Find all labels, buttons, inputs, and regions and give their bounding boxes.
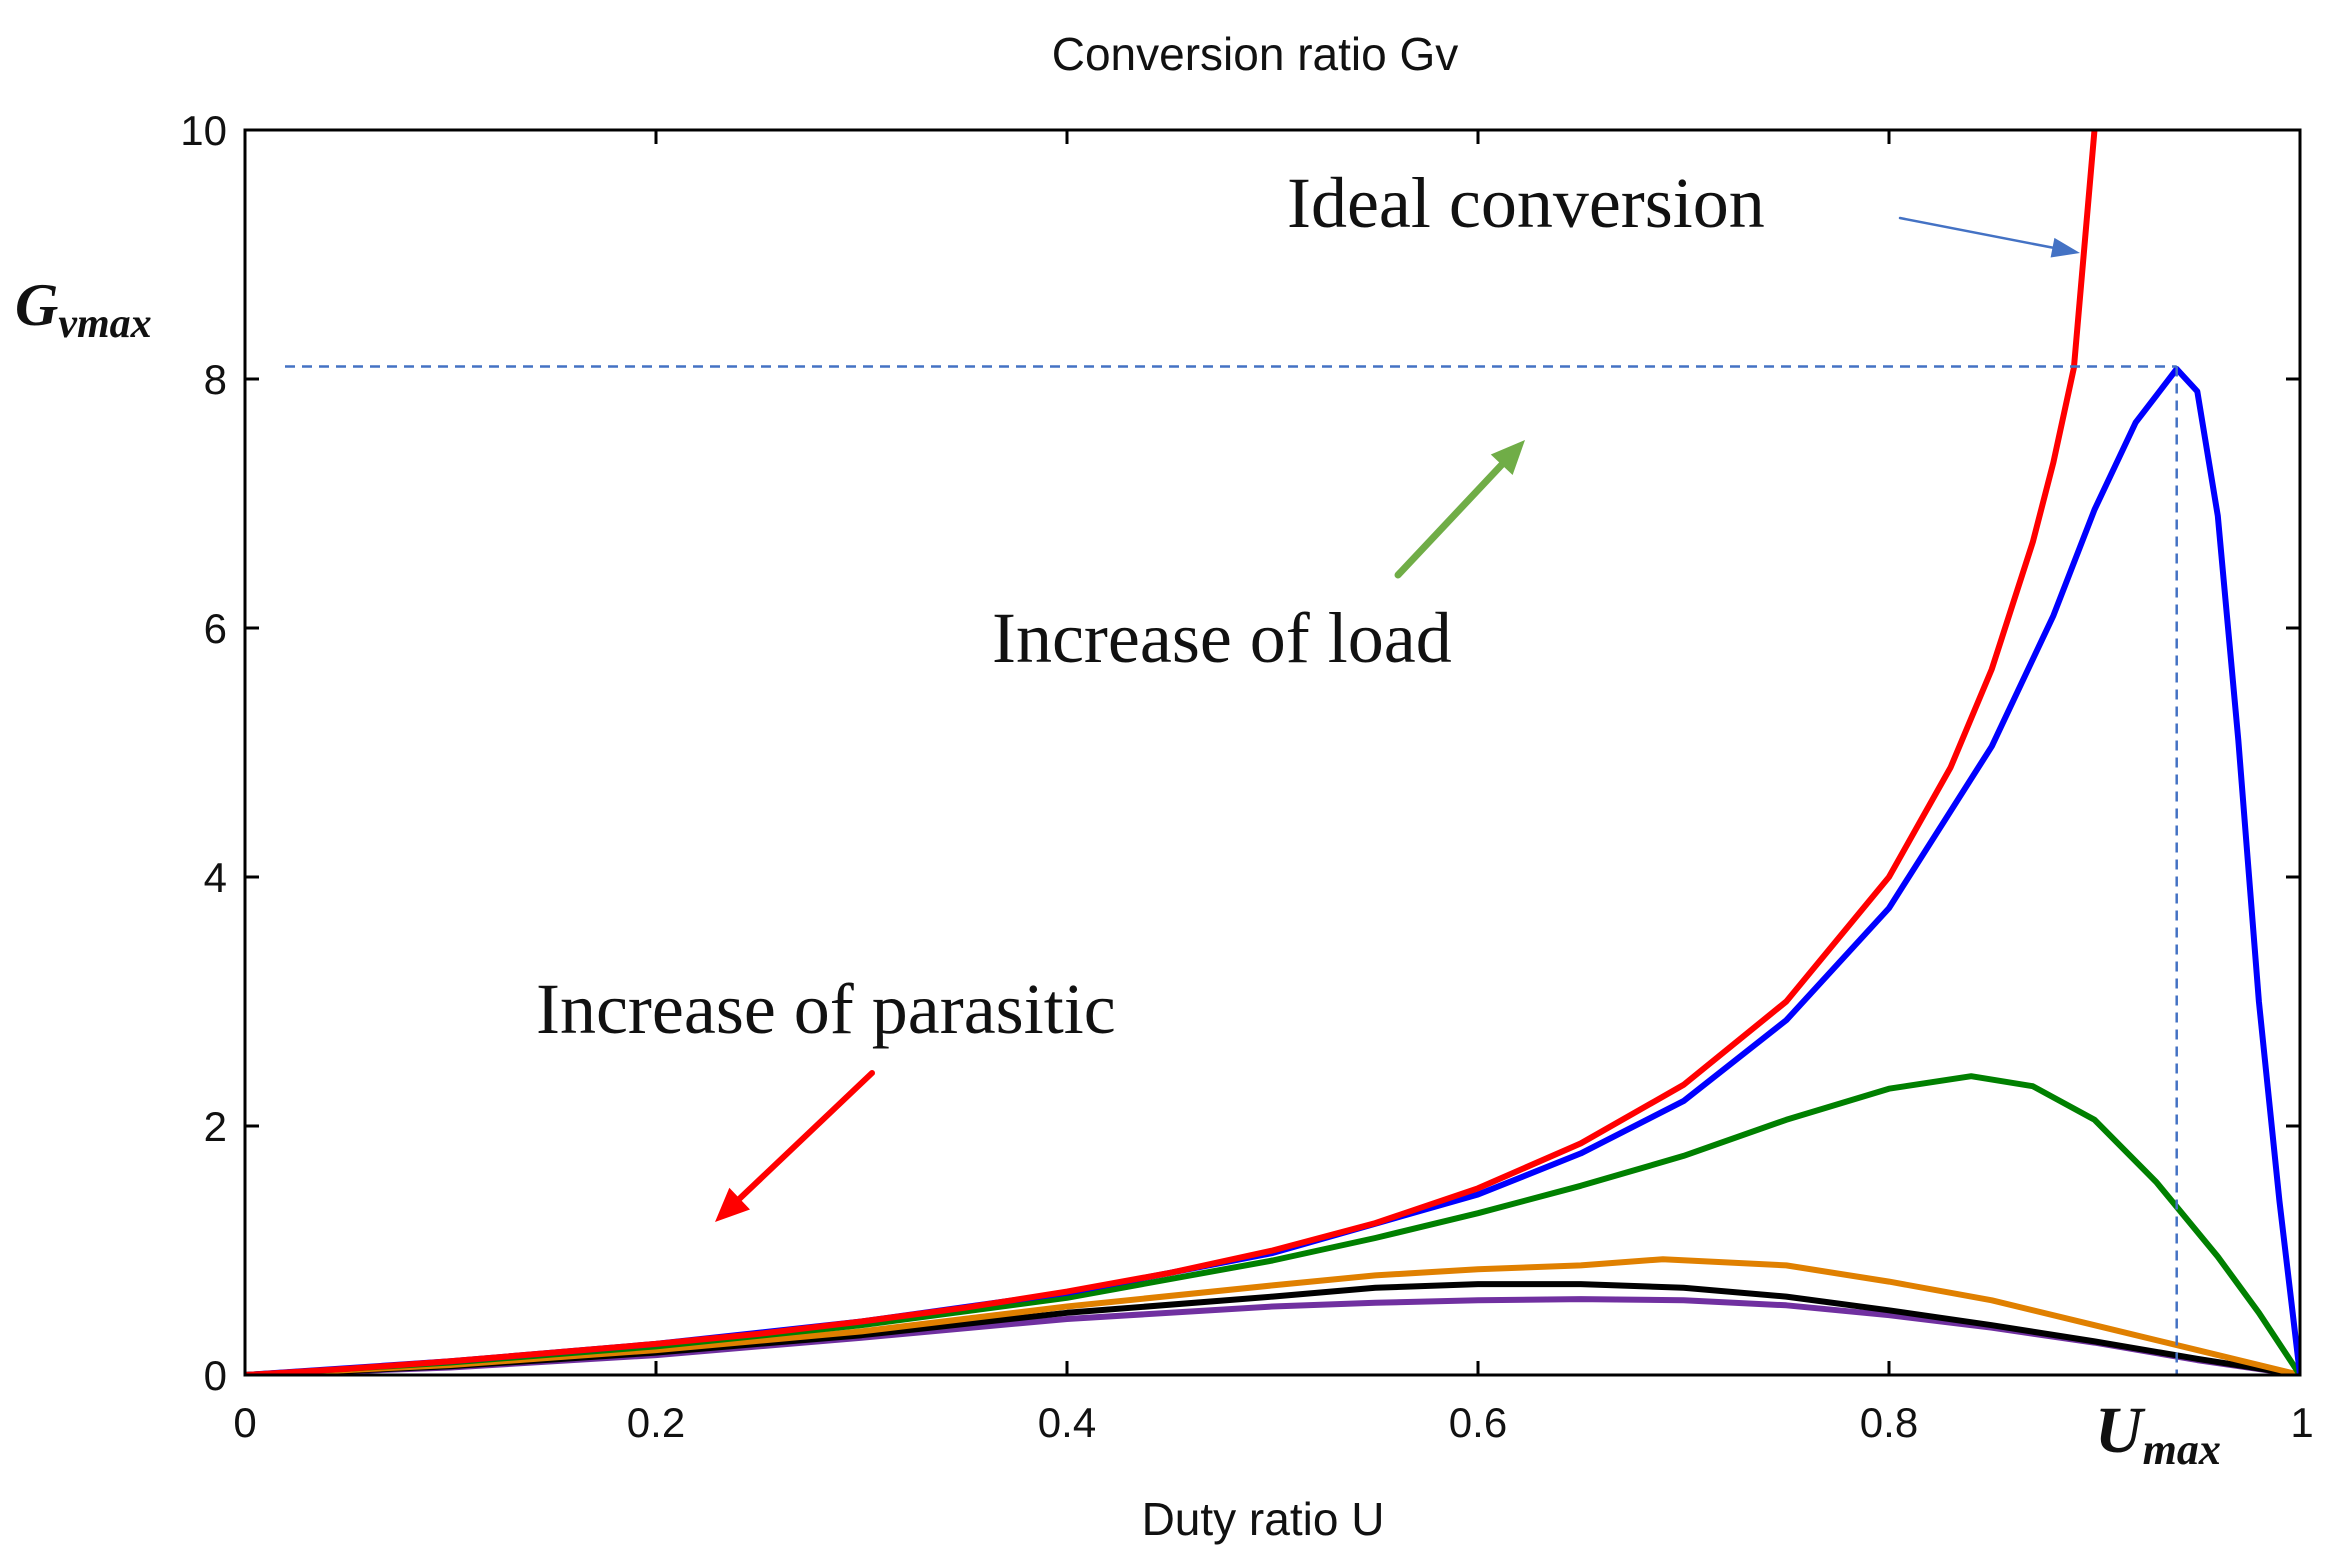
x-tick-label: 0.8 <box>1860 1399 1918 1446</box>
x-tick-label: 1 <box>2290 1399 2313 1446</box>
x-tick-label: 0.2 <box>627 1399 685 1446</box>
series-parasitic-2 <box>245 1281 2300 1375</box>
y-tick-label: 0 <box>204 1352 227 1399</box>
load-arrow <box>1394 440 1525 579</box>
series-ideal <box>245 130 2098 1375</box>
series-parasitic-3 <box>245 1296 2300 1375</box>
series-parasitic-1 <box>245 1256 2300 1375</box>
y-tick-label: 8 <box>204 356 227 403</box>
x-tick-label: 0 <box>233 1399 256 1446</box>
gvmax-sub: vmax <box>58 301 151 347</box>
x-axis-label: Duty ratio U <box>1142 1493 1385 1545</box>
x-tick-label: 0.6 <box>1449 1399 1507 1446</box>
ideal-conversion-annotation: Ideal conversion <box>1287 163 1765 243</box>
increase-of-load-annotation: Increase of load <box>992 598 1452 678</box>
gvmax-label: Gvmax <box>15 272 152 347</box>
chart-title: Conversion ratio Gv <box>1052 28 1459 80</box>
parasitic-arrow <box>715 1070 875 1222</box>
reference-lines <box>285 365 2178 1375</box>
series-load-1 <box>245 366 2300 1375</box>
y-tick-label: 4 <box>204 854 227 901</box>
y-ticks: 0 2 4 6 8 10 <box>180 107 2300 1399</box>
increase-of-parasitic-annotation: Increase of parasitic <box>536 969 1116 1049</box>
arrows <box>715 216 2080 1222</box>
y-tick-label: 6 <box>204 605 227 652</box>
ideal-arrow <box>1898 216 2080 258</box>
series-load-2 <box>245 1073 2300 1375</box>
x-tick-label: 0.4 <box>1038 1399 1096 1446</box>
series-layer <box>245 130 2300 1375</box>
y-tick-label: 2 <box>204 1103 227 1150</box>
x-ticks: 0 0.2 0.4 0.6 0.8 1 <box>233 130 2314 1446</box>
y-tick-label: 10 <box>180 107 227 154</box>
plot-frame <box>243 128 2302 1377</box>
umax-label: Umax <box>2095 1394 2221 1474</box>
umax-main: U <box>2095 1394 2146 1467</box>
umax-sub: max <box>2143 1425 2221 1474</box>
gvmax-main: G <box>15 272 58 338</box>
